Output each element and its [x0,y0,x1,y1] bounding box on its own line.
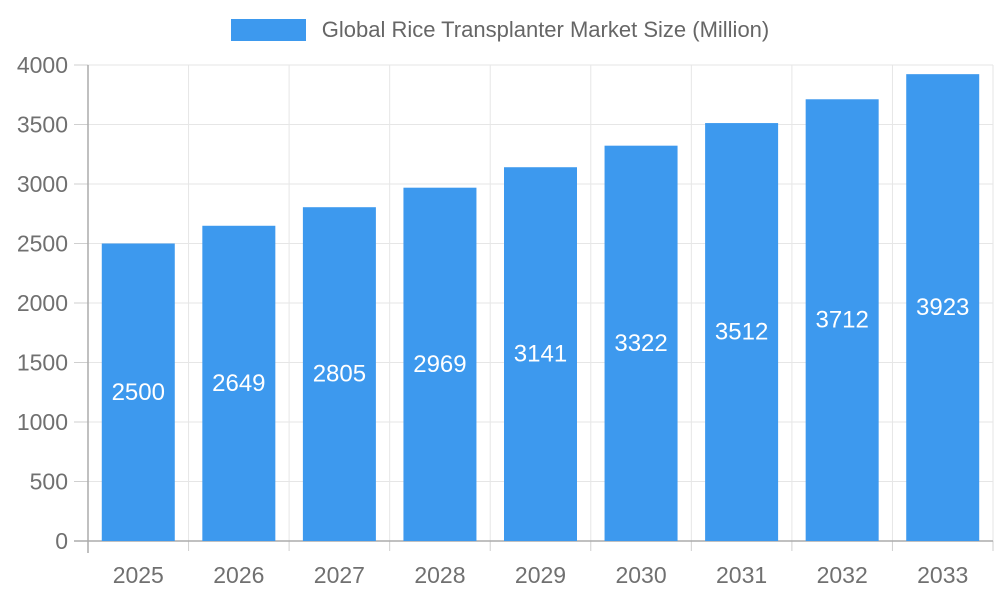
bar-value-label-2028: 2969 [413,351,466,378]
x-axis-label-2025: 2025 [113,562,164,588]
bar-value-label-2031: 3512 [715,319,768,346]
y-axis-label-1500: 1500 [17,350,68,376]
y-axis-label-1000: 1000 [17,409,68,435]
bar-value-label-2029: 3141 [514,341,567,368]
bar-2025[interactable] [101,243,175,542]
bar-value-label-2030: 3322 [614,330,667,357]
legend-item-market-size[interactable]: Global Rice Transplanter Market Size (Mi… [230,17,770,43]
bar-value-label-2025: 2500 [112,379,165,406]
bar-value-label-2033: 3923 [916,294,969,321]
bar-2027[interactable] [302,207,376,541]
x-axis-label-2031: 2031 [716,562,767,588]
bar-value-label-2032: 3712 [815,307,868,334]
y-axis-label-2500: 2500 [17,231,68,257]
bar-2030[interactable] [604,145,678,541]
legend-swatch-icon [230,19,306,41]
y-axis-label-2000: 2000 [17,290,68,316]
bar-2026[interactable] [202,225,276,542]
y-axis-label-500: 500 [30,469,68,495]
bar-value-label-2027: 2805 [313,361,366,388]
x-axis-label-2028: 2028 [414,562,465,588]
bar-2031[interactable] [705,123,779,542]
x-axis-label-2033: 2033 [917,562,968,588]
x-axis-label-2032: 2032 [817,562,868,588]
y-axis-label-0: 0 [55,528,68,554]
bar-2033[interactable] [906,74,980,542]
y-axis-label-4000: 4000 [17,52,68,78]
x-axis-label-2026: 2026 [213,562,264,588]
legend-label: Global Rice Transplanter Market Size (Mi… [321,17,770,42]
bar-value-label-2026: 2649 [212,370,265,397]
bar-2029[interactable] [504,167,577,541]
y-axis-label-3000: 3000 [17,171,68,197]
x-axis-label-2030: 2030 [615,562,666,588]
y-axis-label-3500: 3500 [17,112,68,138]
bar-2032[interactable] [805,99,879,541]
x-axis-label-2027: 2027 [314,562,365,588]
x-axis-label-2029: 2029 [515,562,566,588]
chart-legend: Global Rice Transplanter Market Size (Mi… [0,17,1000,43]
bar-2028[interactable] [403,187,477,541]
